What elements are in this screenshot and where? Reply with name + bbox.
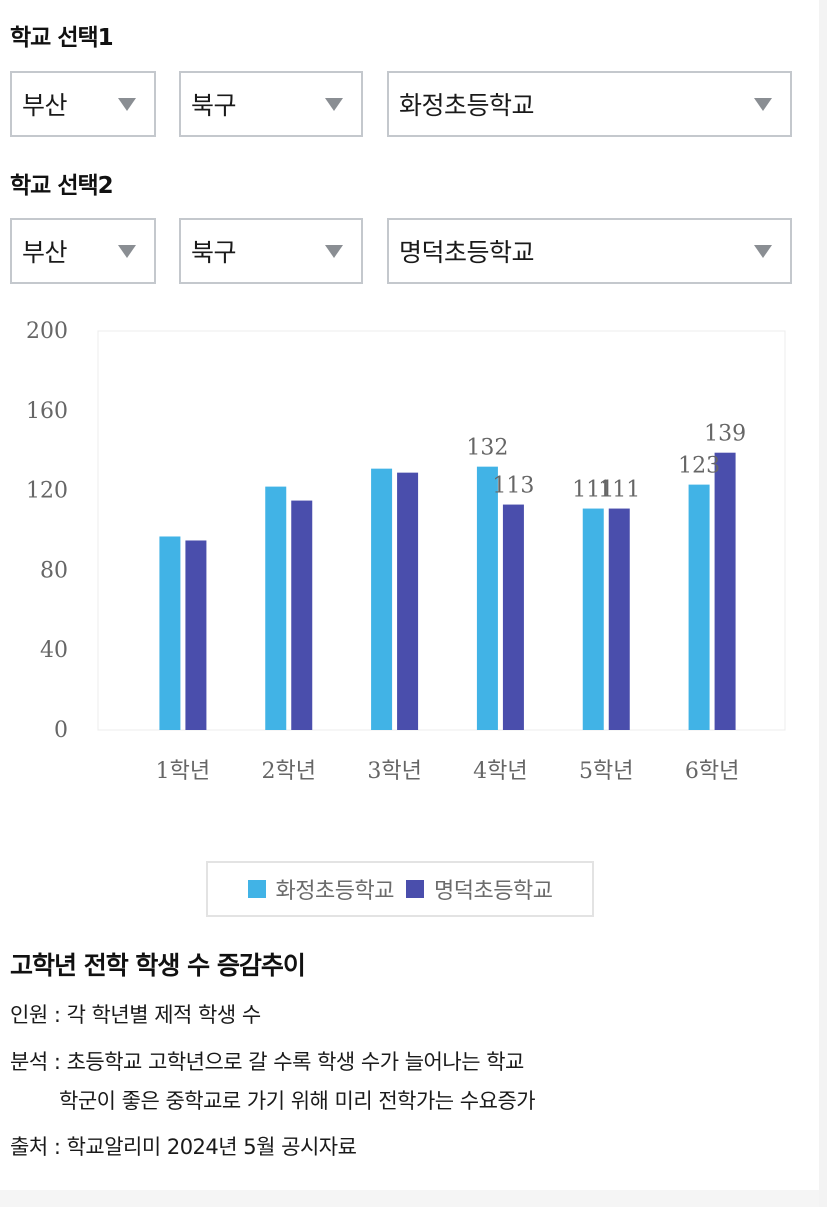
y-tick-label: 120 — [26, 479, 68, 504]
data-label: 111 — [572, 478, 614, 503]
district-select-1[interactable]: 북구 — [179, 71, 363, 137]
bar-2-6학년 — [714, 452, 736, 730]
data-label: 123 — [678, 454, 720, 479]
square-swatch-icon — [247, 880, 266, 898]
plot-area-frame — [97, 330, 786, 731]
triangle-down-icon — [325, 98, 343, 111]
x-tick-label: 4학년 — [473, 759, 527, 784]
bar-2-2학년 — [291, 500, 313, 730]
legend-item-series-1: 화정초등학교 — [247, 873, 395, 905]
region-select-1-value: 부산 — [22, 91, 68, 120]
school-select-1[interactable]: 화정초등학교 — [387, 71, 792, 137]
summary-line-analysis: 분석 : 초등학교 고학년으로 갈 수록 학생 수가 늘어나는 학교 — [10, 1050, 524, 1074]
data-label: 139 — [704, 422, 746, 447]
right-edge-strip — [819, 0, 827, 1207]
y-tick-label: 80 — [40, 558, 68, 583]
school-select-2-title: 학교 선택2 — [10, 173, 114, 199]
region-select-1[interactable]: 부산 — [10, 71, 156, 137]
district-select-2[interactable]: 북구 — [179, 218, 363, 284]
y-tick-label: 160 — [26, 399, 68, 424]
grade-bar-chart: 0 40 80 120 160 200 1학년 2학년 3학년 4학년 5학년 6학년 132 113 11… — [26, 319, 786, 784]
bar-1-6학년 — [688, 484, 710, 730]
bar-2-4학년 — [502, 504, 524, 730]
summary-line-analysis-cont: 학군이 좋은 중학교로 가기 위해 미리 전학가는 수요증가 — [59, 1089, 536, 1113]
triangle-down-icon — [754, 245, 772, 258]
bar-2-1학년 — [185, 540, 207, 730]
data-label: 132 — [466, 436, 508, 461]
legend-label-series-1: 화정초등학교 — [275, 879, 395, 904]
triangle-down-icon — [118, 98, 136, 111]
triangle-down-icon — [118, 245, 136, 258]
data-label: 111 — [598, 478, 640, 503]
x-tick-label: 6학년 — [685, 759, 739, 784]
school-select-1-title: 학교 선택1 — [10, 25, 114, 51]
bar-1-1학년 — [159, 536, 181, 730]
bar-1-2학년 — [265, 486, 287, 730]
y-tick-label: 0 — [54, 718, 68, 743]
x-tick-label: 5학년 — [579, 759, 633, 784]
bar-1-5학년 — [582, 508, 604, 730]
district-select-1-value: 북구 — [191, 91, 237, 120]
region-select-2[interactable]: 부산 — [10, 218, 156, 284]
square-swatch-icon — [406, 880, 424, 898]
x-tick-label: 1학년 — [156, 759, 210, 784]
x-tick-label: 2학년 — [262, 759, 316, 784]
bar-2-5학년 — [608, 508, 630, 730]
school-select-2-value: 명덕초등학교 — [399, 238, 535, 267]
legend-label-series-2: 명덕초등학교 — [434, 879, 553, 904]
triangle-down-icon — [325, 245, 343, 258]
bar-1-3학년 — [371, 468, 393, 730]
data-label: 113 — [492, 474, 534, 499]
triangle-down-icon — [754, 98, 772, 111]
school-select-2[interactable]: 명덕초등학교 — [387, 218, 792, 284]
chart-legend: 화정초등학교 명덕초등학교 — [206, 861, 594, 917]
district-select-2-value: 북구 — [191, 238, 237, 267]
summary-line-source: 출처 : 학교알리미 2024년 5월 공시자료 — [10, 1135, 357, 1159]
bar-2-3학년 — [397, 472, 419, 730]
y-tick-label: 40 — [40, 638, 68, 663]
bottom-band — [0, 1190, 819, 1207]
legend-item-series-2: 명덕초등학교 — [406, 873, 553, 905]
summary-heading: 고학년 전학 학생 수 증감추이 — [10, 951, 306, 980]
x-tick-label: 3학년 — [367, 759, 421, 784]
bar-1-4학년 — [476, 466, 498, 730]
school-select-1-value: 화정초등학교 — [399, 91, 535, 120]
y-tick-label: 200 — [26, 319, 68, 344]
summary-line-personnel: 인원 : 각 학년별 제적 학생 수 — [10, 1003, 261, 1027]
region-select-2-value: 부산 — [22, 238, 68, 267]
